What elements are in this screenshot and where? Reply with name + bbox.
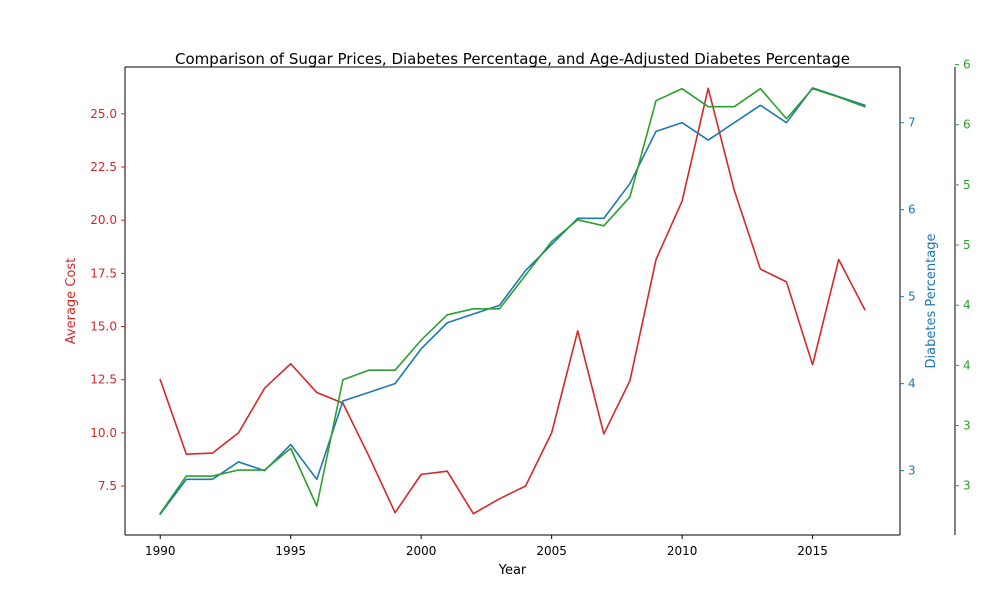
axes-layer: 1990 1995 2000 2005 2010 2015 7.5 10.0 12.5 15.0 1…: [90, 58, 970, 558]
right-y-tick-label: 4: [908, 377, 916, 391]
right2-y-tick-label: 5: [963, 178, 971, 192]
right2-y-tick-label: 3: [963, 419, 971, 433]
left-y-axis-label: Average Cost: [64, 258, 79, 344]
series-line-right: [159, 87, 866, 516]
x-tick-label: 2005: [536, 544, 567, 558]
right2-y-tick-label: 4: [963, 298, 971, 312]
left-y-tick-label: 15.0: [90, 320, 117, 334]
right-y-tick-label: 5: [908, 290, 916, 304]
series-line-right2: [159, 87, 866, 515]
right-y-tick-label: 6: [908, 203, 916, 217]
right-y-tick-label: 3: [908, 464, 916, 478]
right2-y-tick-label: 5: [963, 238, 971, 252]
right2-y-tick-label: 4: [963, 358, 971, 372]
x-tick-label: 1995: [275, 544, 306, 558]
right-y-tick-label: 7: [908, 116, 916, 130]
right2-y-tick-label: 6: [963, 58, 971, 72]
x-tick-label: 2010: [667, 544, 698, 558]
series-layer: [159, 87, 866, 516]
right2-y-tick-label: 3: [963, 479, 971, 493]
left-y-tick-label: 12.5: [90, 373, 117, 387]
x-tick-label: 2000: [406, 544, 437, 558]
x-tick-label: 1990: [145, 544, 176, 558]
left-y-tick-label: 22.5: [90, 160, 117, 174]
x-axis-label: Year: [498, 563, 527, 578]
left-y-tick-label: 10.0: [90, 426, 117, 440]
left-y-tick-label: 20.0: [90, 213, 117, 227]
chart-title: Comparison of Sugar Prices, Diabetes Per…: [175, 50, 850, 68]
left-y-tick-label: 17.5: [90, 266, 117, 280]
right-y-axis-label: Diabetes Percentage: [924, 234, 939, 369]
x-tick-label: 2015: [797, 544, 828, 558]
series-line-left: [159, 87, 866, 515]
left-y-tick-label: 25.0: [90, 107, 117, 121]
right2-y-tick-label: 6: [963, 118, 971, 132]
left-y-tick-label: 7.5: [98, 479, 117, 493]
